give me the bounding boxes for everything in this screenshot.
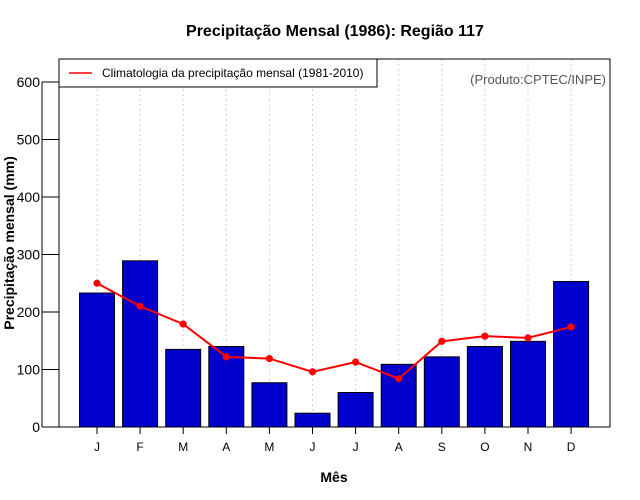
x-axis-label: Mês [320, 469, 347, 485]
x-tick-label-3: M [178, 440, 188, 454]
bar-1 [79, 292, 115, 428]
legend: Climatologia da precipitação mensal (198… [58, 58, 378, 88]
climatology-line-group [93, 279, 575, 383]
climatology-point-8 [395, 375, 403, 383]
climatology-point-12 [567, 323, 575, 331]
x-tick-label-12: D [567, 440, 576, 454]
x-tick-label-7: J [353, 440, 359, 454]
y-axis-label: Precipitação mensal (mm) [1, 156, 17, 330]
climatology-point-11 [524, 334, 532, 342]
bar-11 [510, 340, 546, 428]
climatology-point-5 [265, 354, 273, 363]
climatology-point-4 [222, 353, 230, 361]
climatology-point-9 [438, 337, 446, 345]
x-tick-label-1: J [94, 440, 100, 454]
x-tick-label-2: F [136, 440, 143, 454]
bar-9 [423, 356, 460, 428]
x-tick-label-5: M [264, 440, 274, 454]
climatology-point-3 [179, 320, 187, 328]
climatology-point-10 [481, 332, 489, 340]
source-credit: (Produto:CPTEC/INPE) [470, 72, 606, 87]
x-tick-label-9: S [438, 440, 446, 454]
bar-6 [294, 412, 331, 428]
bar-7 [337, 392, 374, 428]
bars-group [79, 260, 590, 428]
x-tick-label-11: N [524, 440, 533, 454]
climatology-point-6 [308, 368, 317, 376]
climatology-point-1 [93, 279, 101, 287]
x-tick-label-8: A [395, 440, 403, 454]
bar-2 [122, 260, 159, 428]
climatology-line [96, 282, 572, 380]
y-tick-label-500: 500 [17, 132, 41, 148]
chart-title: Precipitação Mensal (1986): Região 117 [186, 23, 484, 40]
legend-label: Climatologia da precipitação mensal (198… [102, 66, 363, 80]
y-tick-label-400: 400 [17, 189, 41, 205]
climatology-point-7 [352, 358, 360, 366]
x-tick-label-10: O [480, 440, 489, 454]
bar-5 [251, 382, 288, 428]
bar-10 [466, 346, 503, 428]
y-axis: 0 100 200 300 400 500 600 [17, 74, 59, 435]
bar-3 [165, 348, 202, 428]
y-tick-label-100: 100 [17, 362, 41, 378]
y-tick-label-600: 600 [17, 74, 41, 90]
bar-12 [553, 281, 590, 428]
legend-box [58, 58, 378, 88]
y-tick-label-200: 200 [17, 304, 41, 320]
x-tick-label-6: J [310, 440, 316, 454]
y-tick-label-300: 300 [17, 247, 41, 263]
y-tick-label-0: 0 [32, 419, 40, 435]
x-tick-label-4: A [222, 440, 230, 454]
climatology-point-2 [136, 302, 144, 310]
